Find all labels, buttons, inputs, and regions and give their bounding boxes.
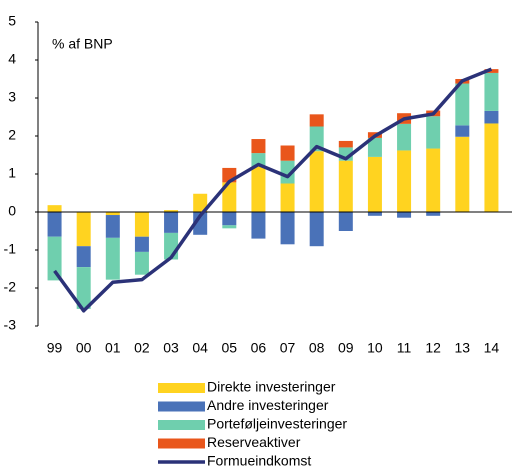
bar-segment: [426, 212, 441, 216]
x-tick-label: 08: [309, 340, 325, 356]
bar-segment: [397, 212, 412, 218]
x-tick-label: 14: [484, 340, 500, 356]
y-tick-label: -1: [4, 241, 17, 257]
bar-segment: [455, 136, 470, 212]
bar-segment: [280, 212, 295, 245]
y-tick-label: 0: [8, 203, 16, 219]
bar-segment: [222, 212, 237, 226]
x-tick-label: 05: [222, 340, 238, 356]
bar-segment: [455, 125, 470, 137]
y-tick-label: 2: [8, 127, 16, 143]
y-tick-label: -2: [4, 279, 17, 295]
legend-swatch: [158, 420, 205, 430]
bar-segment: [338, 160, 353, 212]
chart-title: % af BNP: [52, 36, 113, 52]
x-tick-label: 00: [76, 340, 92, 356]
y-tick-label: 4: [8, 51, 16, 67]
x-tick-label: 12: [425, 340, 441, 356]
x-tick-label: 09: [338, 340, 354, 356]
legend-swatch: [158, 383, 205, 393]
bar-segment: [484, 110, 499, 124]
legend-label: Porteføljeinvesteringer: [207, 416, 347, 432]
bar-segment: [397, 123, 412, 151]
bar-segment: [484, 72, 499, 111]
x-tick-label: 01: [105, 340, 121, 356]
bar-segment: [426, 148, 441, 212]
bar-segment: [164, 210, 179, 212]
legend-swatch: [158, 438, 205, 449]
bar-segment: [309, 126, 324, 152]
x-tick-label: 11: [397, 340, 412, 356]
bar-segment: [105, 215, 120, 238]
bar-segment: [484, 69, 499, 73]
bar-segment: [164, 212, 179, 233]
x-tick-label: 13: [455, 340, 471, 356]
bar-segment: [105, 212, 120, 216]
y-tick-label: -3: [4, 317, 17, 333]
bar-segment: [47, 236, 62, 281]
x-tick-label: 03: [163, 340, 179, 356]
bar-segment: [134, 212, 149, 237]
bar-segment: [338, 140, 353, 148]
y-tick-label: 1: [8, 165, 16, 181]
bar-segment: [251, 212, 266, 239]
bar-segment: [484, 123, 499, 212]
bar-segment: [193, 193, 208, 212]
bar-segment: [309, 114, 324, 127]
bar-segment: [309, 212, 324, 247]
bar-segment: [251, 166, 266, 212]
bar-segment: [426, 116, 441, 149]
x-tick-label: 10: [367, 340, 383, 356]
bar-segment: [134, 236, 149, 252]
bar-segment: [222, 225, 237, 229]
x-tick-label: 02: [134, 340, 150, 356]
bar-segment: [338, 212, 353, 231]
bar-segment: [280, 145, 295, 161]
y-tick-label: 3: [8, 89, 16, 105]
bar-segment: [367, 137, 382, 157]
legend-label: Direkte investeringer: [207, 379, 336, 395]
bar-segment: [251, 153, 266, 167]
legend-label: Andre investeringer: [207, 397, 329, 413]
bar-segment: [309, 151, 324, 212]
x-tick-label: 99: [47, 340, 63, 356]
bar-segment: [76, 246, 91, 268]
bar-segment: [76, 267, 91, 309]
bar-segment: [280, 183, 295, 212]
bar-segment: [397, 150, 412, 212]
bar-segment: [47, 205, 62, 212]
x-tick-label: 04: [192, 340, 208, 356]
bar-segment: [76, 212, 91, 247]
legend-label: Formueindkomst: [207, 453, 311, 469]
x-tick-label: 06: [251, 340, 267, 356]
bar-segment: [251, 139, 266, 154]
y-tick-label: 5: [8, 13, 16, 29]
bar-segment: [455, 83, 470, 126]
bar-segment: [367, 212, 382, 216]
bar-segment: [134, 251, 149, 275]
legend-label: Reserveaktiver: [207, 434, 301, 450]
x-tick-label: 07: [280, 340, 296, 356]
bar-segment: [105, 237, 120, 280]
bar-segment: [280, 160, 295, 184]
legend-swatch: [158, 401, 205, 412]
bar-segment: [367, 156, 382, 212]
bar-segment: [193, 212, 208, 235]
line: [53, 67, 493, 313]
bar-segment: [222, 182, 237, 212]
bar-segment: [47, 212, 62, 237]
